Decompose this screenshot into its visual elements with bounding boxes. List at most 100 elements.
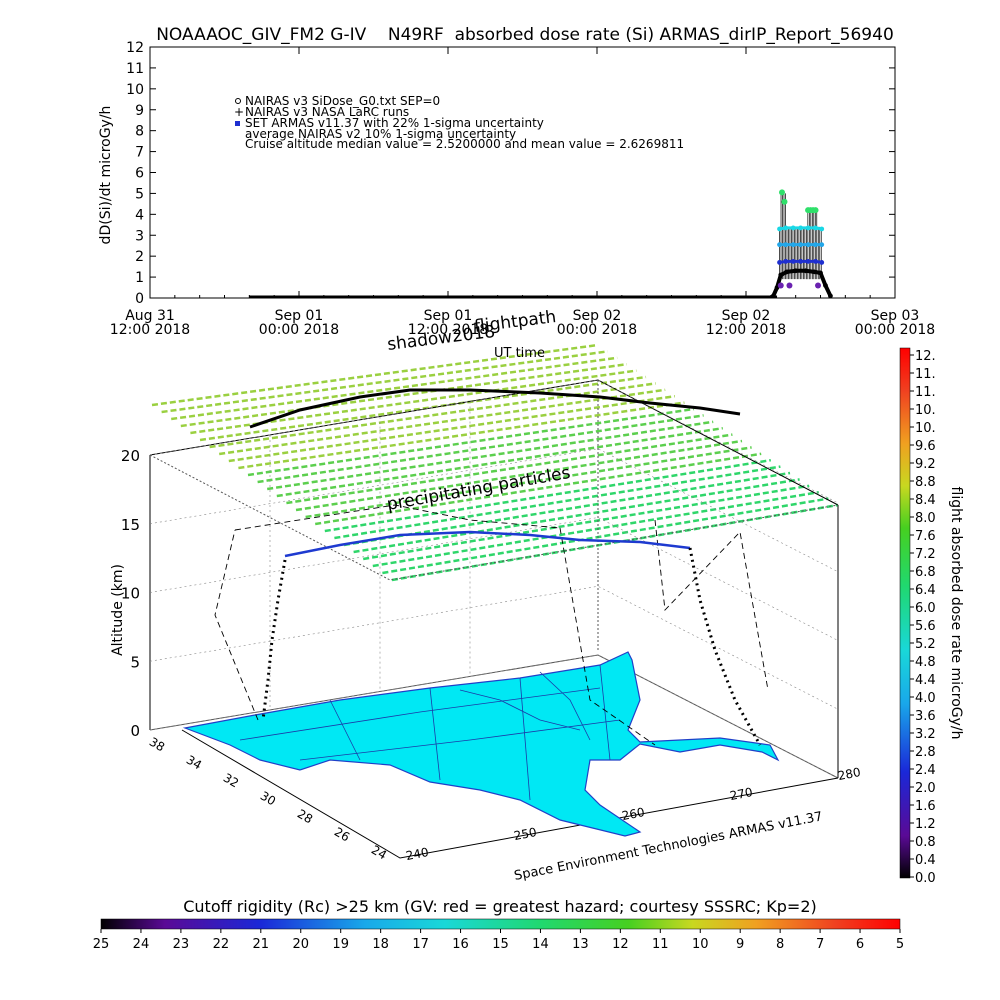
right-colorbar-tick-label: 6.0: [915, 601, 936, 616]
bottom-colorbar-ticks: 25 24 23 22 21 20 19 18 17 16 15 14 13 12 11 10 9 8 7 6 5: [93, 929, 904, 952]
legend-line-4: average NAIRAS v2 10% 1-sigma uncertaint…: [245, 127, 516, 141]
bottom-colorbar-tick-label: 5: [896, 937, 904, 952]
shadow-grid-stripe: [257, 414, 704, 484]
series-line-3: [771, 268, 833, 297]
shadow-grid-stripe: [267, 420, 714, 491]
bottom-colorbar-title: Cutoff rigidity (Rc) >25 km (GV: red = g…: [183, 897, 817, 916]
right-colorbar-ticks: 12. 11. 11. 10. 10. 9.6 9.2 8.8 8.4 8.0 7.6 7.2 6.8 6…: [910, 349, 936, 886]
data-point: [815, 282, 822, 289]
right-colorbar-tick-label: 5.2: [915, 637, 936, 652]
bottom-colorbar-tick-label: 16: [452, 937, 469, 952]
data-point: [819, 226, 825, 232]
top-y-tick-label: 2: [135, 249, 144, 265]
map-land: [182, 651, 780, 837]
altitude-tick-label: 5: [130, 653, 140, 671]
shadow-grid-stripe: [238, 401, 685, 470]
top-x-tick-label-day: Sep 02: [573, 308, 622, 324]
data-point: [818, 270, 823, 276]
longitude-tick-label: 280: [837, 765, 862, 783]
right-colorbar-tick-label: 0.0: [915, 871, 936, 886]
envelope-mid: [234, 504, 561, 531]
top-x-tick-label-day: Sep 01: [424, 308, 473, 324]
data-point: [798, 258, 804, 264]
top-y-tick-label: 4: [135, 207, 144, 223]
data-point: [777, 242, 782, 248]
shadow-grid-stripe: [180, 362, 627, 428]
data-point: [812, 207, 819, 214]
top-x-tick-label-time: 00:00 2018: [259, 322, 339, 338]
latitude-tick-label: 28: [295, 807, 315, 827]
top-y-tick-label: 7: [135, 145, 144, 161]
bottom-colorbar-tick-label: 20: [292, 937, 309, 952]
flightpath-shadow-grid: [151, 343, 839, 582]
legend-marker-diamond: [235, 98, 241, 104]
data-point: [819, 242, 825, 248]
chart-title: NOAAAOC_GIV_FM2 G-IV N49RF absorbed dose…: [156, 25, 894, 45]
legend-marker-plus: +: [234, 105, 244, 119]
latitude-tick-label: 34: [184, 753, 204, 773]
top-y-tick-label: 5: [135, 186, 144, 202]
bottom-colorbar-tick-label: 10: [692, 937, 709, 952]
map-borders: [239, 664, 621, 801]
shadow-grid-stripe: [209, 382, 656, 449]
bottom-colorbar-tick-label: 12: [612, 937, 629, 952]
top-x-tick-label-time: 12:00 2018: [706, 322, 786, 338]
data-point: [823, 283, 828, 288]
bottom-colorbar: Cutoff rigidity (Rc) >25 km (GV: red = g…: [93, 897, 904, 952]
map-border-line: [329, 699, 361, 761]
bottom-colorbar-tick-label: 24: [133, 937, 150, 952]
bottom-colorbar-tick-label: 22: [213, 937, 230, 952]
data-point: [790, 242, 796, 248]
right-colorbar-tick-label: 2.4: [915, 763, 936, 778]
data-point: [778, 272, 784, 278]
altitude-grid: [149, 379, 839, 779]
map-border-line: [539, 671, 591, 741]
data-point: [798, 242, 804, 248]
right-colorbar-tick-label: 1.2: [915, 817, 936, 832]
top-series: [249, 189, 833, 299]
data-point: [828, 293, 833, 299]
right-colorbar-tick-label: 8.4: [915, 493, 936, 508]
right-colorbar-tick-label: 10.: [915, 403, 936, 418]
right-colorbar-tick-label: 8.8: [915, 475, 936, 490]
right-colorbar-tick-label: 11.: [915, 385, 936, 400]
bottom-colorbar-tick-label: 14: [532, 937, 549, 952]
data-point: [770, 293, 776, 299]
data-point: [805, 258, 811, 264]
top-y-tick-label: 10: [126, 82, 144, 98]
legend-line-2: NAIRAS v3 NASA LaRC runs: [245, 105, 409, 119]
altitude-gridline: [149, 448, 839, 573]
right-colorbar-tick-label: 11.: [915, 367, 936, 382]
data-point: [803, 268, 808, 274]
top-x-tick-label-day: Aug 31: [125, 308, 175, 324]
longitude-tick-label: 270: [729, 785, 754, 803]
latitude-ticks: 38 34 32 30 28 26 24: [147, 735, 389, 863]
right-colorbar-gradient: [899, 347, 911, 879]
flight-envelope: [214, 504, 769, 746]
top-x-tick-label-day: Sep 03: [871, 308, 920, 324]
envelope-left: [214, 529, 259, 721]
right-colorbar-tick-label: 0.4: [915, 853, 936, 868]
flight-track-cruise: [284, 530, 691, 558]
top-y-tick-label: 12: [126, 40, 144, 56]
latitude-tick-label: 26: [332, 825, 352, 845]
data-point: [811, 269, 817, 275]
top-x-tick-label-day: Sep 02: [722, 308, 771, 324]
legend-line-1: NAIRAS v3 SiDose_G0.txt SEP=0: [245, 94, 440, 108]
top-y-tick-label: 8: [135, 124, 144, 140]
flight-track: [261, 530, 762, 746]
shadow-grid-stripe: [161, 350, 608, 414]
altitude-gridline: [149, 379, 839, 504]
altitude-tick-label: 20: [121, 447, 140, 465]
bottom-colorbar-tick-label: 7: [816, 937, 824, 952]
flight-track-climb: [261, 559, 287, 721]
bottom-colorbar-tick-label: 25: [93, 937, 110, 952]
shadow-grid-stripe: [353, 478, 800, 554]
altitude-gridline: [149, 585, 839, 710]
legend-marker-blue: [235, 121, 240, 126]
right-colorbar-tick-label: 0.8: [915, 835, 936, 850]
altitude-gridline: [149, 517, 839, 641]
right-colorbar-tick-label: 3.6: [915, 709, 936, 724]
